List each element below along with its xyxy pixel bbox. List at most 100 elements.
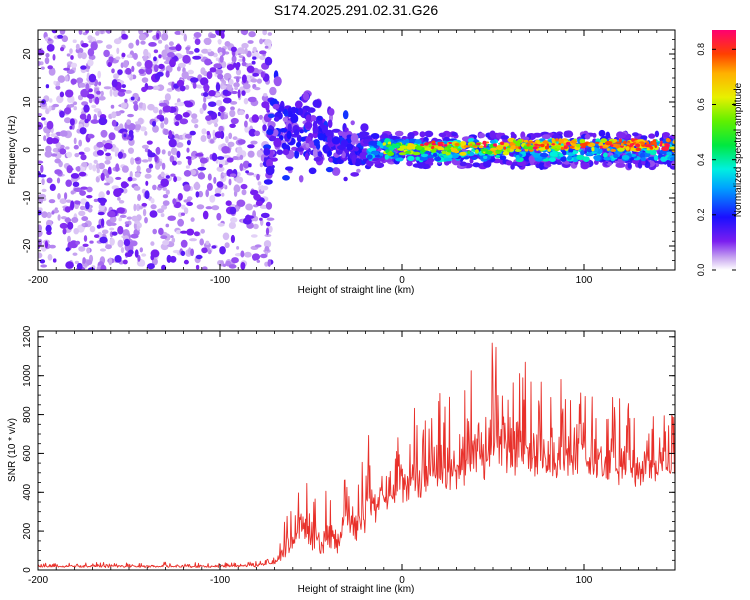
spectrogram-cell <box>174 30 182 35</box>
spectrogram-cell <box>59 222 68 229</box>
spectrogram-cell <box>199 107 204 115</box>
spectrogram-cell <box>313 156 322 162</box>
spectrogram-cell <box>85 68 90 72</box>
spectrogram-cell <box>582 142 588 147</box>
spectrogram-cell <box>97 197 101 202</box>
spectrogram-cell <box>256 78 262 84</box>
spectrogram-cell <box>264 45 269 49</box>
spectrogram-cell <box>158 63 165 70</box>
spectrogram-cell <box>605 131 611 140</box>
spectrogram-cell <box>262 124 267 132</box>
spectrogram-cell <box>73 137 77 145</box>
spectrogram-cell <box>86 259 93 265</box>
spectrogram-cell <box>615 162 626 168</box>
spectrogram-cell <box>217 111 221 117</box>
spectrogram-cell <box>90 43 98 51</box>
spectrogram-cell <box>395 157 404 162</box>
spectrogram-cell <box>94 234 100 239</box>
spectrogram-cell <box>173 176 178 183</box>
x-tick-label: 100 <box>576 275 593 286</box>
spectrogram-cell <box>161 204 168 210</box>
spectrogram-cell <box>217 73 224 80</box>
spectrogram-cell <box>133 203 137 212</box>
spectrogram-cell <box>78 246 86 252</box>
spectrogram-cell <box>121 33 128 40</box>
spectrogram-cell <box>242 56 246 63</box>
spectrogram-cell <box>666 151 672 156</box>
spectrogram-cell <box>100 90 104 97</box>
spectrogram-cell <box>540 143 545 148</box>
spectrogram-cell <box>211 205 220 211</box>
spectrogram-cell <box>272 103 280 110</box>
spectrogram-cell <box>216 166 225 172</box>
spectrogram-cell <box>113 188 122 198</box>
spectrogram-cell <box>209 33 217 39</box>
spectrogram-cell <box>49 183 56 191</box>
spectrogram-cell <box>387 151 395 156</box>
spectrogram-cell <box>128 147 134 154</box>
spectrogram-cell <box>142 103 147 111</box>
spectrogram-cell <box>56 177 61 184</box>
spectrogram-cell <box>294 100 303 109</box>
spectrogram-cell <box>419 131 426 138</box>
spectrogram-cell <box>293 129 300 136</box>
spectrogram-cell <box>125 223 130 228</box>
spectrogram-cell <box>265 227 270 236</box>
spectrogram-cell <box>79 127 87 135</box>
spectrogram-cell <box>370 133 380 140</box>
spectrogram-cell <box>115 56 121 60</box>
spectrogram-cell <box>188 50 194 55</box>
spectrogram-cell <box>331 167 341 176</box>
colorbar-gradient <box>712 30 736 270</box>
spectrogram-cell <box>64 206 71 213</box>
spectrogram-cell <box>234 86 239 91</box>
spectrogram-cell <box>265 165 275 176</box>
spectrogram-cell <box>226 64 235 71</box>
spectrogram-cell <box>260 71 265 78</box>
spectrogram-cell <box>143 48 149 57</box>
spectrogram-cell <box>660 156 668 162</box>
spectrogram-cell <box>169 255 177 263</box>
spectrogram-cell <box>52 258 57 263</box>
spectrogram-cell <box>542 140 549 145</box>
spectrogram-cell <box>134 121 141 125</box>
spectrogram-cell <box>164 233 171 241</box>
spectrogram-cell <box>147 152 156 158</box>
spectrogram-cell <box>607 161 612 166</box>
spectrogram-cell <box>327 142 335 148</box>
spectrogram-cell <box>73 228 79 235</box>
spectrogram-cell <box>39 259 46 264</box>
spectrogram-cell <box>152 124 159 133</box>
spectrogram-cell <box>185 156 192 160</box>
spectrogram-cell <box>253 87 261 91</box>
spectrogram-cell <box>236 146 243 155</box>
spectrogram-cell <box>243 83 251 90</box>
spectrogram-cell <box>70 200 75 210</box>
spectrogram-cell <box>245 113 249 120</box>
spectrogram-cell <box>117 69 123 75</box>
spectrogram-cell <box>111 79 118 88</box>
spectrogram-cell <box>513 140 522 145</box>
spectrogram-cell <box>165 189 170 195</box>
spectrogram-cell <box>152 120 156 127</box>
spectrogram-cell <box>82 257 86 264</box>
spectrogram-cell <box>194 84 202 89</box>
x-tick-label: 0 <box>399 575 405 586</box>
spectrogram-cell <box>451 132 458 137</box>
spectrogram-cell <box>78 30 83 35</box>
spectrogram-cell <box>308 167 317 175</box>
spectrogram-cell <box>331 136 341 145</box>
spectrogram-cell <box>222 232 230 241</box>
spectrogram-cell <box>187 69 194 75</box>
spectrogram-cell <box>156 71 164 77</box>
spectrogram-cell <box>120 62 124 69</box>
spectrogram-cell <box>117 197 121 201</box>
spectrogram-cell <box>267 113 275 119</box>
spectrogram-cell <box>407 155 415 162</box>
spectrogram-cell <box>459 141 467 146</box>
spectrogram-cell <box>170 147 178 155</box>
spectrogram-cell <box>635 143 641 148</box>
spectrogram-cell <box>93 198 99 203</box>
spectrogram-cell <box>144 190 150 200</box>
